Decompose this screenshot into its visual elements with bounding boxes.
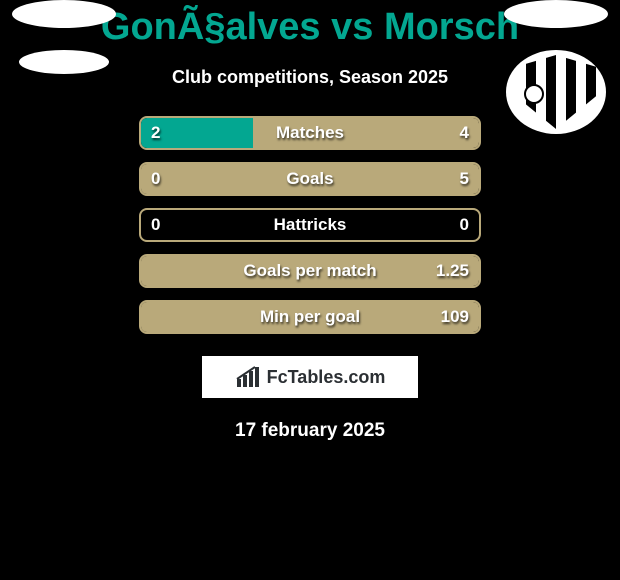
player-right-col [500,0,612,134]
date-label: 17 february 2025 [0,420,620,442]
stat-value-right: 0 [460,215,469,235]
stat-value-left: 2 [151,123,160,143]
stat-value-left: 0 [151,169,160,189]
player-left-placeholder-2 [19,50,109,74]
stat-bar: Goals 0 5 [139,162,481,196]
stat-value-left: 0 [151,215,160,235]
stat-label: Min per goal [260,307,360,327]
stat-label: Goals per match [243,261,376,281]
attribution-label: FcTables.com [267,367,386,388]
stat-bar: Matches 2 4 [139,116,481,150]
stat-bars: Matches 2 4 Goals 0 5 Hattricks 0 0 Goals per mat… [139,116,481,346]
stat-label: Goals [286,169,333,189]
stat-label: Matches [276,123,344,143]
bars-icon [235,365,263,389]
stat-value-right: 1.25 [436,261,469,281]
stat-bar: Min per goal 109 [139,300,481,334]
comparison-panel: Matches 2 4 Goals 0 5 Hattricks 0 0 Goals per mat… [0,116,620,346]
stat-label: Hattricks [274,215,347,235]
player-right-placeholder [504,0,608,28]
shield-icon [506,50,606,134]
stat-value-right: 109 [441,307,469,327]
stat-value-right: 5 [460,169,469,189]
stat-value-right: 4 [460,123,469,143]
player-left-placeholder-1 [12,0,116,28]
stat-bar: Goals per match 1.25 [139,254,481,288]
club-badge [506,50,606,134]
player-left-col [8,0,120,74]
attribution[interactable]: FcTables.com [202,356,418,398]
stat-bar: Hattricks 0 0 [139,208,481,242]
ball-icon [524,84,544,104]
